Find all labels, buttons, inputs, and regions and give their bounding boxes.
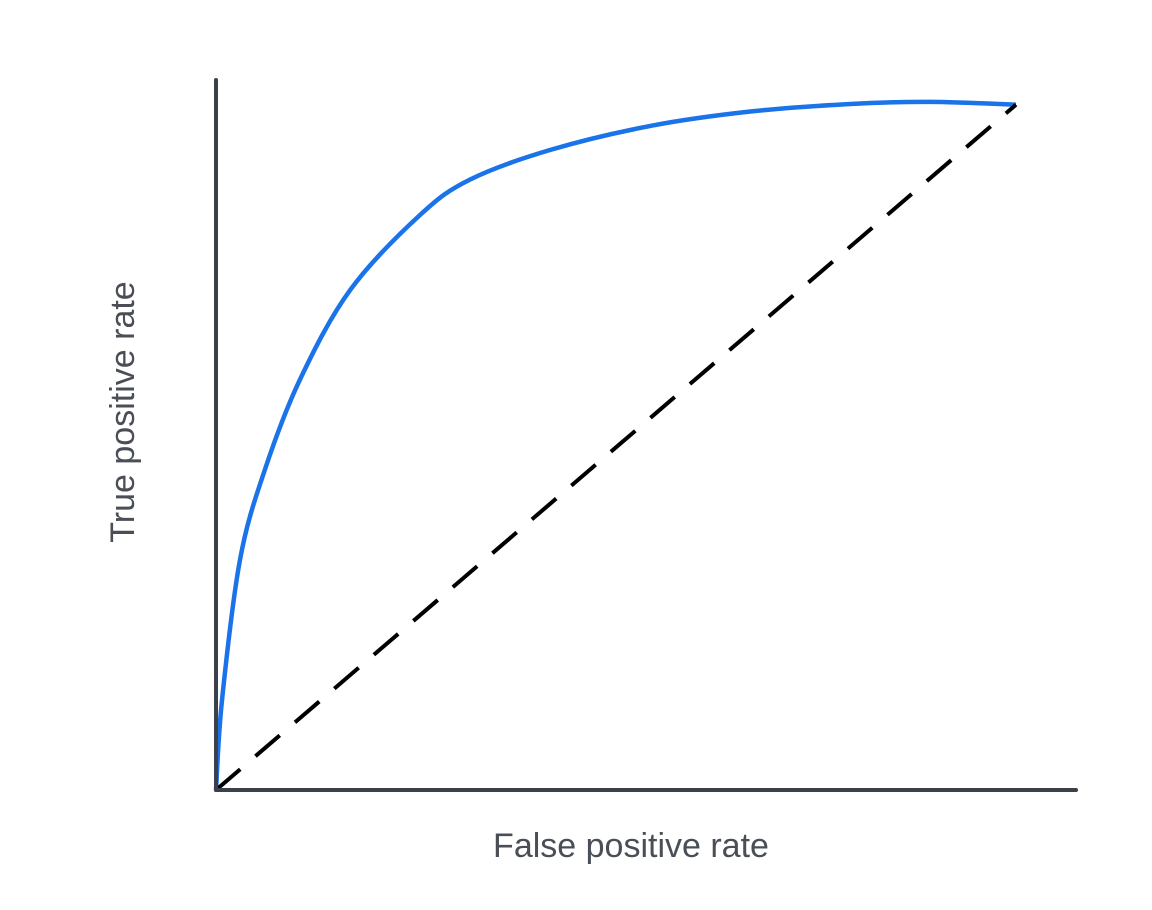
x-axis-label: False positive rate xyxy=(493,827,769,865)
y-axis-label: True positive rate xyxy=(104,281,142,542)
series-line xyxy=(214,103,1018,792)
series-line xyxy=(213,99,1017,791)
